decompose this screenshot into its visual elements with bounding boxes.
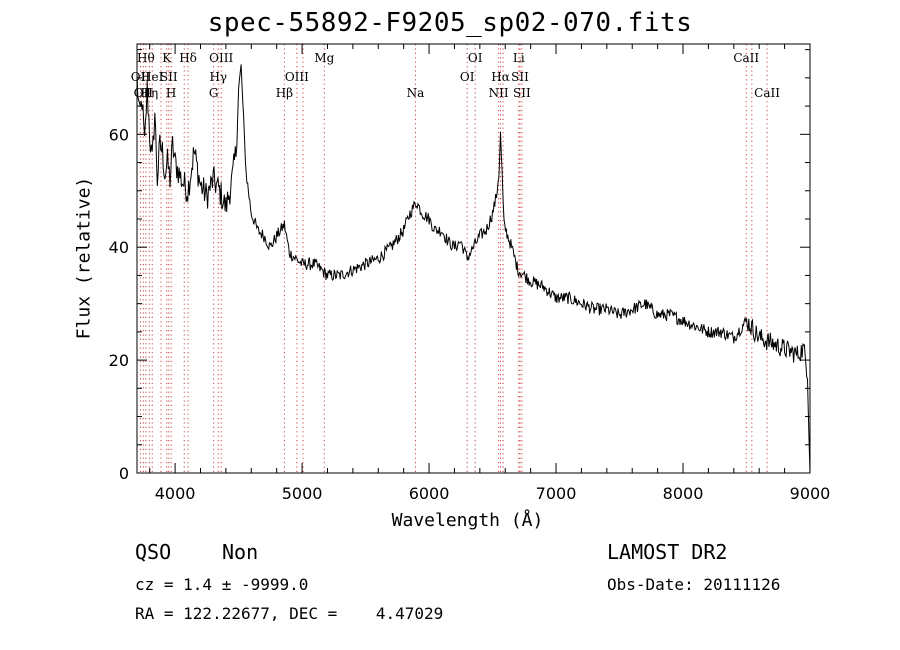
survey-name: LAMOST DR2	[607, 540, 728, 564]
y-tick-label-60: 60	[109, 125, 129, 144]
line-label-1-0: OII	[134, 86, 154, 100]
line-label-0-0: OII	[131, 70, 151, 84]
x-tick-label-5000: 5000	[282, 484, 323, 503]
y-tick-label-40: 40	[109, 238, 129, 257]
line-label-11-0: G	[209, 86, 219, 100]
line-markers	[139, 44, 768, 473]
line-label-26-0: SII	[513, 86, 531, 100]
object-class: QSO	[135, 540, 172, 564]
line-label-22-0: Hα	[491, 70, 510, 84]
plot-axes: 4000 5000 6000 7000 8000 9000 0 20 40 60	[109, 43, 831, 503]
line-label-15-0: OIII	[285, 70, 309, 84]
line-label-6-0: K	[162, 51, 172, 65]
line-labels: OII OII Hθ Hη HeI K SII H Hδ G Hγ OIII Hβ OIII Mg Na OI O…	[131, 51, 780, 100]
y-tick-label-0: 0	[119, 464, 129, 483]
line-label-27-0: CaII	[733, 51, 759, 65]
line-label-18-0: Na	[407, 86, 425, 100]
x-tick-label-7000: 7000	[536, 484, 577, 503]
plot-frame	[136, 43, 811, 474]
obs-date-text: Obs-Date: 20111126	[607, 575, 781, 594]
x-tick-label-6000: 6000	[409, 484, 450, 503]
redshift-text: cz = 1.4 ± -9999.0	[135, 575, 309, 594]
line-label-2-0: Hθ	[137, 51, 155, 65]
y-axis-label: Flux (relative)	[73, 176, 95, 340]
x-tick-label-4000: 4000	[155, 484, 196, 503]
line-label-19-0: OI	[460, 70, 475, 84]
spectrum-series	[136, 64, 811, 474]
line-label-24-0: Li	[513, 51, 525, 65]
line-label-12-0: Hγ	[209, 70, 227, 84]
y-tick-label-20: 20	[109, 351, 129, 370]
line-label-14-0: Hβ	[276, 86, 293, 100]
line-label-7-0: SII	[160, 70, 178, 84]
line-label-20-0: OI	[468, 51, 483, 65]
line-label-21-0: NII	[489, 86, 509, 100]
x-axis-label: Wavelength (Å)	[391, 510, 544, 531]
line-label-10-0: Hδ	[179, 51, 197, 65]
line-label-8-0: H	[166, 86, 176, 100]
object-subclass: Non	[222, 540, 259, 564]
spectrum-line	[136, 64, 811, 474]
x-tick-label-9000: 9000	[790, 484, 831, 503]
chart-title: spec-55892-F9205_sp02-070.fits	[207, 8, 693, 38]
line-label-25-0: SII	[511, 70, 529, 84]
line-label-4-0: HeI	[141, 70, 164, 84]
line-label-3-0: Hη	[140, 86, 158, 100]
line-label-13-0: OIII	[209, 51, 233, 65]
line-label-17-0: Mg	[314, 51, 334, 65]
line-label-29-0: CaII	[754, 86, 780, 100]
radec-text: RA = 122.22677, DEC = 4.47029	[135, 604, 444, 623]
x-tick-label-8000: 8000	[663, 484, 704, 503]
